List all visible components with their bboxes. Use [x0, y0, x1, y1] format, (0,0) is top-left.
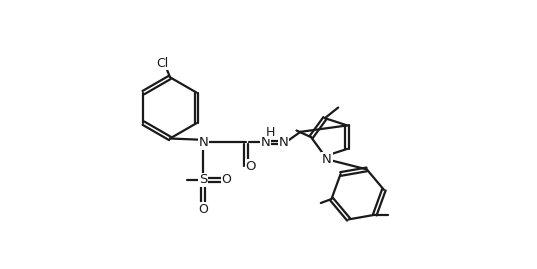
- Text: O: O: [245, 160, 256, 173]
- Text: N: N: [278, 136, 288, 149]
- Text: Cl: Cl: [156, 57, 168, 70]
- Text: N: N: [261, 136, 271, 149]
- Text: O: O: [221, 173, 231, 186]
- Text: H: H: [266, 126, 275, 139]
- Text: O: O: [198, 203, 208, 215]
- Text: S: S: [199, 173, 207, 186]
- Text: N: N: [322, 153, 332, 166]
- Text: N: N: [198, 136, 208, 149]
